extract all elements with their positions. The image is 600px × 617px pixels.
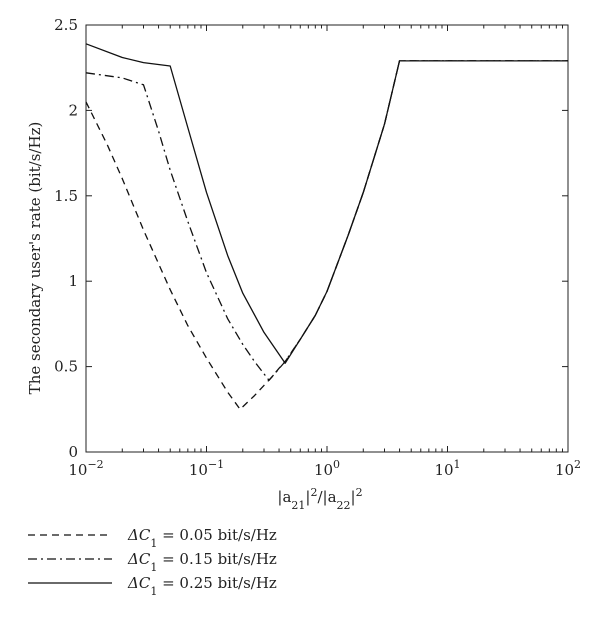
- x-tick-label: 100: [314, 458, 340, 479]
- plot-frame: [85, 24, 569, 453]
- series-lines: [85, 43, 568, 410]
- y-tick-label: 1.5: [54, 187, 78, 205]
- y-axis: 0 0.5 1 1.5 2 2.5: [54, 16, 568, 461]
- legend-label-3: ΔC1 = 0.25 bit/s/Hz: [127, 574, 277, 598]
- y-axis-label: The secondary user's rate (bit/s/Hz): [26, 122, 44, 395]
- x-tick-label: 102: [555, 458, 581, 479]
- legend-label-2: ΔC1 = 0.15 bit/s/Hz: [127, 550, 277, 574]
- y-tick-label: 0: [68, 443, 78, 461]
- series-line-3: [85, 43, 568, 364]
- y-tick-label: 2: [68, 101, 78, 119]
- x-tick-label: 101: [434, 458, 460, 479]
- x-tick-label: 10−2: [68, 458, 103, 479]
- y-tick-label: 0.5: [54, 358, 78, 376]
- x-tick-label: 10−1: [189, 458, 224, 479]
- x-axis-label: |a21|2/|a22|2: [277, 486, 362, 512]
- legend-label-1: ΔC1 = 0.05 bit/s/Hz: [127, 526, 277, 550]
- series-line-1: [85, 60, 568, 410]
- y-tick-label: 1: [68, 272, 78, 290]
- series-line-2: [85, 60, 568, 381]
- x-axis: 10−2 10−1 100 101 102: [68, 25, 581, 479]
- plot-area: [85, 24, 569, 453]
- y-tick-label: 2.5: [54, 16, 78, 34]
